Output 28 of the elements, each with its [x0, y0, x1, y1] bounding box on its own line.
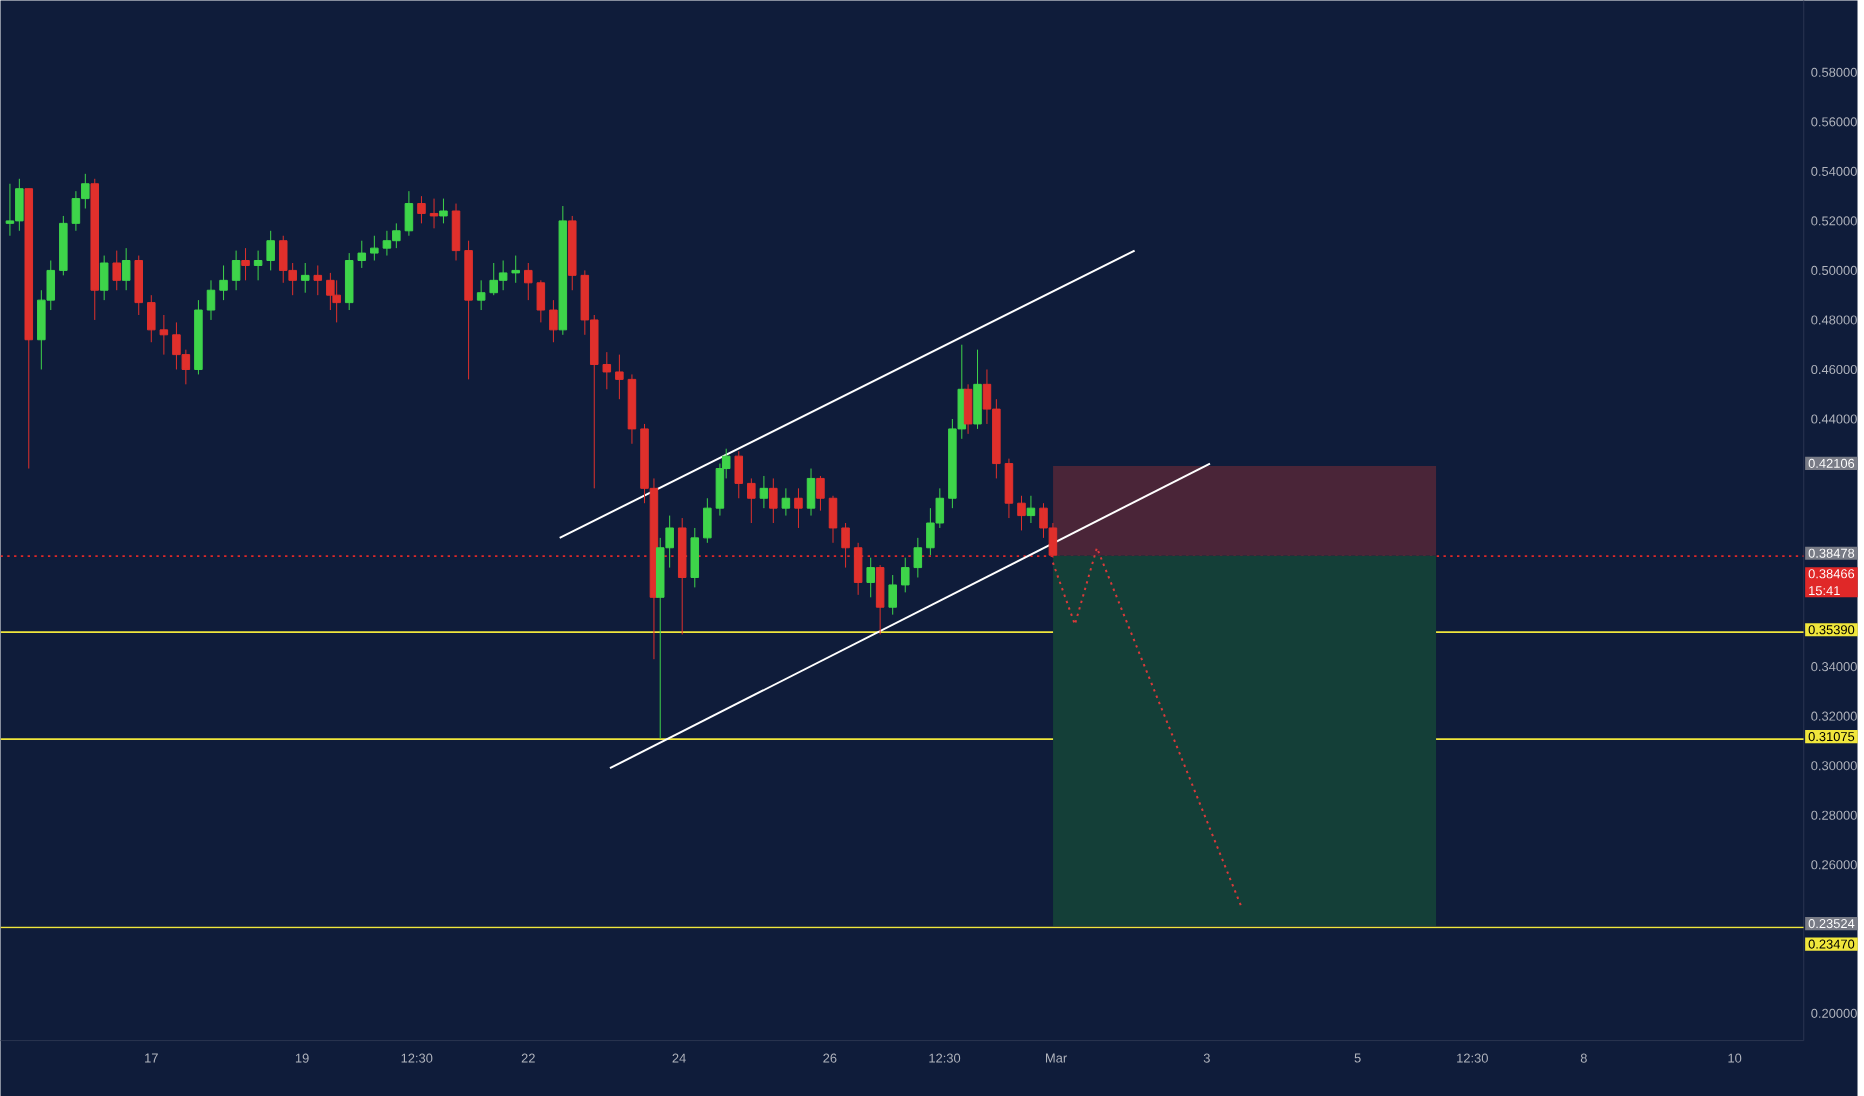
- candlestick: [231, 249, 241, 291]
- candlestick: [24, 188, 34, 469]
- candlestick: [206, 279, 216, 321]
- candlestick: [806, 467, 816, 516]
- candlestick: [219, 264, 228, 301]
- candlestick: [759, 475, 769, 509]
- candlestick: [747, 477, 756, 524]
- candlestick: [194, 299, 203, 375]
- candlestick: [300, 262, 310, 294]
- candlestick: [866, 557, 875, 598]
- candlestick: [464, 240, 473, 380]
- candlestick: [439, 197, 448, 224]
- candlestick: [875, 564, 885, 635]
- candlestick: [90, 178, 100, 321]
- candlestick: [816, 475, 825, 511]
- candlestick: [690, 527, 700, 588]
- candlestick: [677, 517, 687, 635]
- candlestick: [417, 195, 426, 224]
- candlestick: [828, 495, 838, 544]
- candlestick: [313, 264, 323, 296]
- candlestick: [888, 574, 897, 615]
- candlestick: [794, 487, 803, 529]
- candlestick: [451, 202, 461, 261]
- candlestick: [429, 197, 439, 229]
- candlestick: [332, 279, 341, 323]
- candlestick: [241, 247, 250, 281]
- candlestick: [781, 487, 791, 516]
- candlestick: [853, 542, 863, 596]
